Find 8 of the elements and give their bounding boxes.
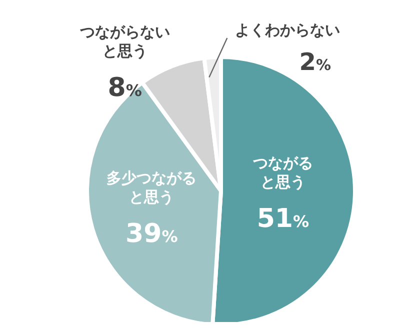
slice-label: つながらないと思う xyxy=(78,22,170,60)
slice-label: 多少つながると思う xyxy=(106,168,197,206)
slice-label: つながると思う xyxy=(252,154,313,191)
data-label: 8% xyxy=(108,72,142,103)
slice-label: よくわからない xyxy=(235,21,340,39)
data-label: 2% xyxy=(299,48,332,76)
data-label: 39% xyxy=(126,218,178,249)
data-label: 51% xyxy=(256,204,310,234)
